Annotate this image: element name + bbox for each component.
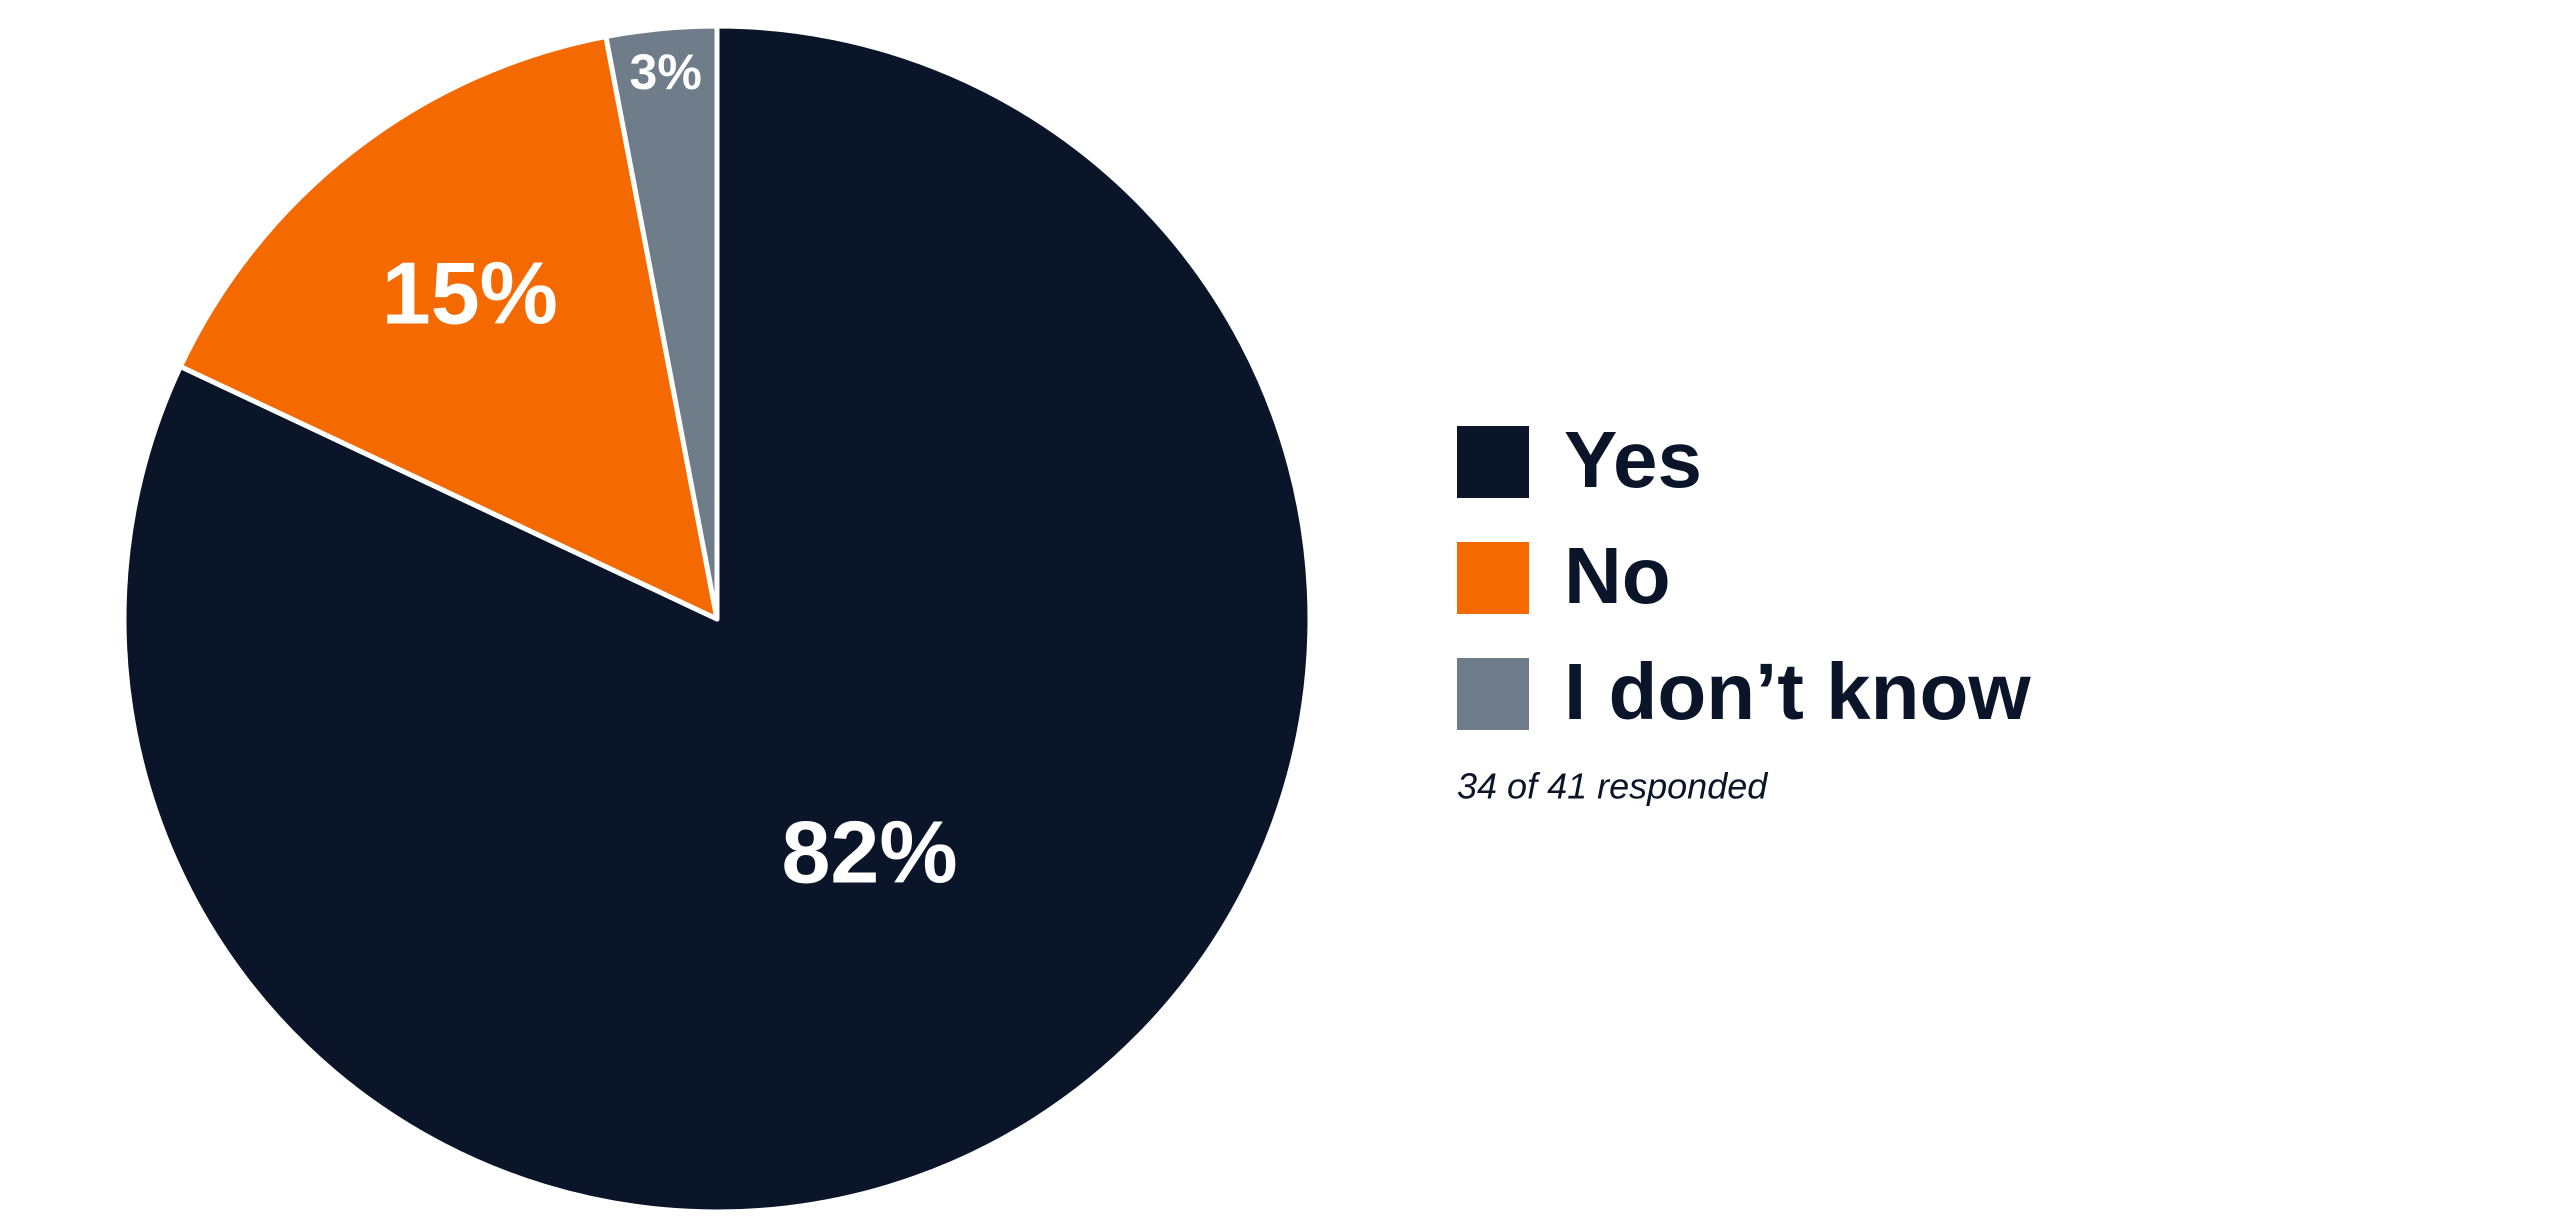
legend-swatch bbox=[1457, 658, 1529, 730]
data-label: 3% bbox=[630, 44, 702, 100]
legend-label: No bbox=[1564, 531, 1671, 620]
legend-swatch bbox=[1457, 426, 1529, 498]
legend-label: I don’t know bbox=[1564, 647, 2031, 736]
legend-label: Yes bbox=[1564, 415, 1702, 504]
data-label: 82% bbox=[781, 803, 957, 902]
pie-slice bbox=[603, 23, 720, 622]
legend-swatch bbox=[1457, 542, 1529, 614]
data-label: 15% bbox=[382, 244, 558, 343]
response-note: 34 of 41 responded bbox=[1457, 766, 1768, 807]
pie-slice bbox=[177, 34, 720, 622]
